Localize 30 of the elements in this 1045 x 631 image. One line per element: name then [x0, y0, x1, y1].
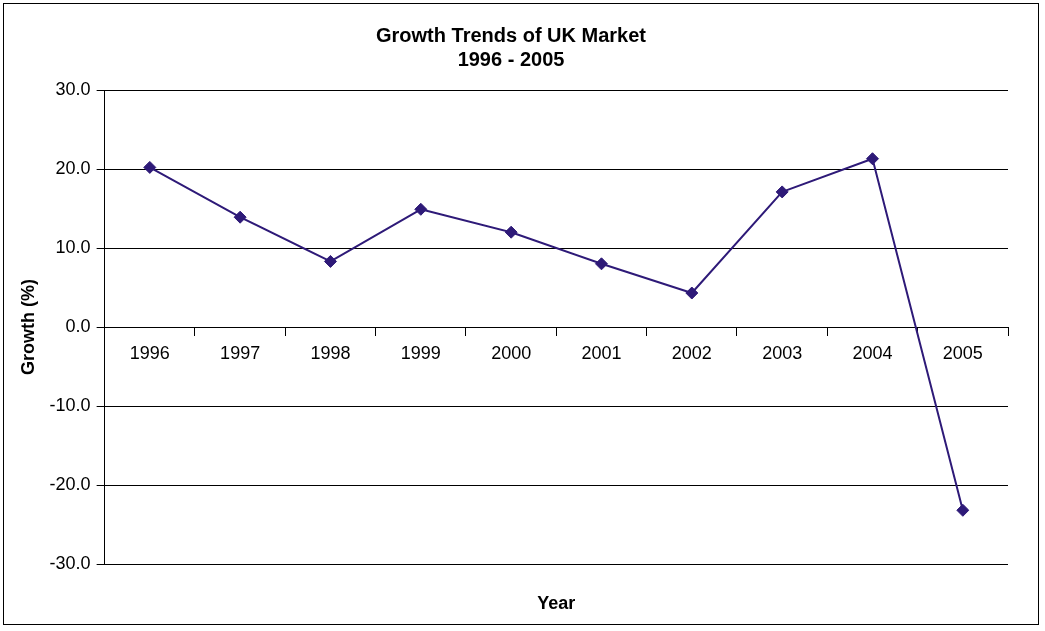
- x-tick-label: 2003: [762, 342, 803, 363]
- point: [865, 152, 879, 166]
- point: [323, 254, 337, 268]
- point: [143, 160, 157, 174]
- y-tick-label: -30.0: [49, 552, 91, 573]
- y-tick-label: 30.0: [55, 78, 91, 99]
- point: [504, 225, 518, 239]
- point: [685, 286, 699, 300]
- x-axis-title: Year: [537, 592, 576, 613]
- point: [414, 202, 428, 216]
- y-tick-label: 20.0: [55, 157, 91, 178]
- y-tick-label: -10.0: [49, 394, 91, 415]
- x-tick-label: 1996: [129, 342, 170, 363]
- x-tick-label: 2004: [852, 342, 893, 363]
- point: [233, 210, 247, 224]
- x-tick-label: 1998: [310, 342, 351, 363]
- x-tick-label: 2000: [491, 342, 532, 363]
- x-tick-label: 2002: [671, 342, 712, 363]
- y-axis-title: Growth (%): [17, 279, 38, 375]
- point: [775, 185, 789, 199]
- x-tick-label: 2005: [942, 342, 983, 363]
- y-tick-label: -20.0: [49, 473, 91, 494]
- y-tick-label: 0.0: [65, 315, 91, 336]
- x-tick-label: 1997: [220, 342, 261, 363]
- chart-title: Growth Trends of UK Market 1996 - 2005: [375, 23, 647, 70]
- x-tick-label: 1999: [400, 342, 441, 363]
- point: [594, 257, 608, 271]
- point: [956, 503, 970, 517]
- x-tick-label: 2001: [581, 342, 622, 363]
- y-tick-label: 10.0: [55, 236, 91, 257]
